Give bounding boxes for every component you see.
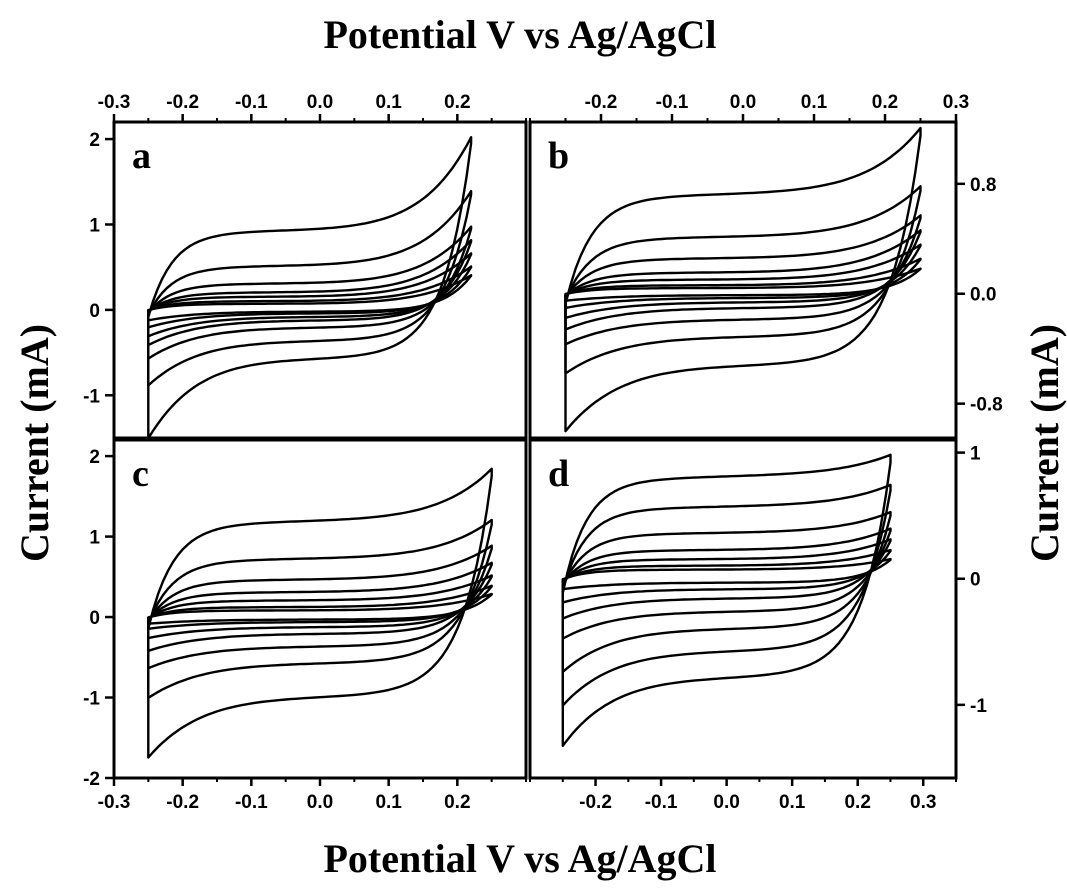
cv-curve-d-4 (561, 527, 892, 640)
x-tick-label: 0.2 (872, 92, 898, 113)
y-tick-label: 2 (89, 447, 100, 468)
cv-curve-c-1 (147, 467, 493, 759)
panel-letter: d (548, 453, 569, 495)
cv-curve-a-1 (147, 136, 473, 440)
panel-c: -0.3 -0.2 -0.1 0.0 0.1 0.2 -2 -1 0 1 2 c (83, 438, 528, 813)
cv-curve-d-3 (561, 510, 892, 673)
y-tick-label: 2 (89, 130, 100, 151)
x-tick-label: -0.1 (235, 92, 268, 113)
x-tick-label: 0.1 (375, 792, 402, 813)
cv-curve-b-5 (564, 243, 922, 320)
cv-curve-d-2 (561, 483, 892, 707)
cv-curve-c-6 (147, 584, 493, 630)
top-x-axis-title: Potential V vs Ag/AgCl (324, 12, 717, 57)
cv-curve-a-7 (147, 274, 473, 322)
x-tick-label: -0.2 (579, 792, 612, 813)
x-tick-label: -0.1 (645, 792, 678, 813)
right-y-axis-title: Current (mA) (1022, 324, 1067, 562)
x-tick-label: -0.1 (235, 792, 268, 813)
cv-curve-a-6 (147, 265, 473, 329)
panel-a: -0.3 -0.2 -0.1 0.0 0.1 0.2 -1 0 1 2 a (83, 92, 528, 440)
x-tick-label: -0.3 (98, 792, 131, 813)
left-y-axis-title: Current (mA) (12, 324, 57, 562)
cv-curve-c-7 (147, 592, 493, 625)
cv-curve-d-1 (561, 453, 892, 747)
x-tick-label: -0.2 (585, 92, 618, 113)
y-tick-label: 0.0 (970, 285, 996, 306)
y-tick-label: 0 (89, 608, 100, 629)
cv-curve-d-6 (561, 548, 892, 604)
y-tick-label: -0.8 (970, 395, 1003, 416)
x-tick-label: 0.1 (801, 92, 828, 113)
x-tick-label: 0.0 (307, 92, 333, 113)
x-tick-label: 0.3 (910, 792, 936, 813)
panel-letter: a (132, 135, 151, 177)
bottom-x-axis-title: Potential V vs Ag/AgCl (324, 836, 717, 881)
y-tick-label: 1 (89, 215, 100, 236)
cv-curve-b-4 (564, 229, 922, 331)
y-tick-label: 1 (970, 444, 981, 465)
cv-curve-b-6 (564, 257, 922, 310)
y-tick-label: 0.8 (970, 175, 996, 196)
panel-d: -0.2 -0.1 0.0 0.1 0.2 0.3 -1 0 1 d (528, 438, 987, 813)
x-tick-label: 0.0 (307, 792, 333, 813)
x-tick-label: -0.2 (166, 92, 199, 113)
x-tick-label: -0.3 (98, 92, 131, 113)
x-tick-label: 0.2 (844, 792, 870, 813)
cv-curve-c-5 (147, 574, 493, 640)
cv-curve-b-3 (564, 214, 922, 346)
cv-curve-c-4 (147, 561, 493, 652)
panel-d-frame (528, 438, 958, 780)
cv-curve-c-3 (147, 544, 493, 670)
y-tick-label: -1 (83, 689, 100, 710)
x-tick-label: 0.3 (943, 92, 969, 113)
x-tick-label: 0.1 (779, 792, 806, 813)
y-tick-label: 1 (89, 528, 100, 549)
y-tick-label: -1 (970, 696, 987, 717)
cv-curve-d-5 (561, 538, 892, 620)
cv-curve-b-2 (564, 185, 922, 375)
y-tick-label: -2 (83, 769, 100, 790)
cv-curve-a-2 (147, 190, 473, 387)
x-tick-label: -0.1 (656, 92, 689, 113)
y-tick-label: 0 (970, 570, 981, 591)
cv-curve-b-7 (564, 267, 922, 302)
x-tick-label: -0.2 (166, 792, 199, 813)
panels-layer: -0.3 -0.2 -0.1 0.0 0.1 0.2 -1 0 1 2 a -0.2 -0.1 0.0 0.… (83, 92, 1003, 813)
x-tick-label: 0.1 (375, 92, 402, 113)
x-tick-label: 0.0 (713, 792, 739, 813)
panel-letter: b (548, 135, 569, 177)
panel-b: -0.2 -0.1 0.0 0.1 0.2 0.3 -0.8 0.0 0.8 b (528, 92, 1003, 440)
cv-curve-c-2 (147, 518, 493, 700)
x-tick-label: 0.0 (730, 92, 756, 113)
cv-curve-b-1 (564, 126, 922, 433)
panel-letter: c (132, 453, 149, 495)
cv-curve-a-3 (147, 225, 473, 360)
cv-curve-d-7 (561, 557, 892, 591)
cv-curve-a-4 (147, 239, 473, 347)
y-tick-label: -1 (83, 386, 100, 407)
cv-curve-a-5 (147, 252, 473, 338)
x-tick-label: 0.2 (444, 92, 470, 113)
x-tick-label: 0.2 (444, 792, 470, 813)
y-tick-label: 0 (89, 301, 100, 322)
